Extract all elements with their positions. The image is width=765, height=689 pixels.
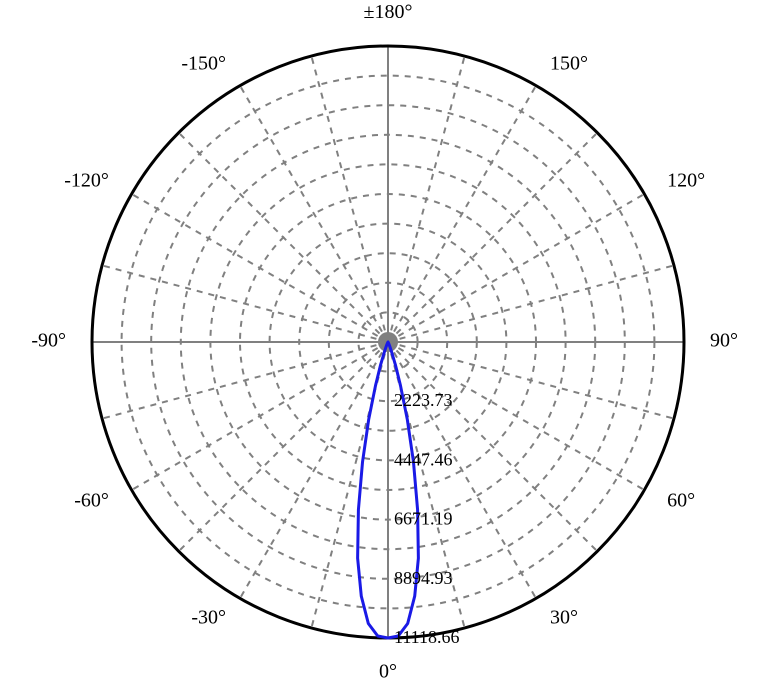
- angle-label: 150°: [550, 52, 588, 74]
- angle-label: -90°: [31, 330, 66, 352]
- radial-label: 6671.19: [394, 509, 453, 529]
- grid-spoke: [102, 342, 388, 419]
- grid-spoke: [102, 265, 388, 342]
- grid-spoke: [240, 86, 388, 342]
- grid-spoke: [240, 342, 388, 598]
- angle-label: -120°: [64, 170, 109, 192]
- angle-label: 0°: [379, 661, 397, 683]
- angle-label: -150°: [181, 52, 226, 74]
- angle-label: -60°: [74, 490, 109, 512]
- radial-label: 4447.46: [394, 449, 453, 469]
- radial-label: 2223.73: [394, 390, 453, 410]
- angle-label: ±180°: [364, 1, 413, 23]
- grid-spoke: [388, 342, 536, 598]
- angle-label: 30°: [550, 607, 578, 629]
- grid-spoke: [388, 194, 644, 342]
- grid-spoke: [132, 194, 388, 342]
- angle-label: 90°: [710, 330, 738, 352]
- angle-label: 60°: [667, 490, 695, 512]
- grid-spoke: [388, 265, 674, 342]
- grid-spoke: [388, 56, 465, 342]
- angle-label: 120°: [667, 170, 705, 192]
- angle-label: -30°: [191, 607, 226, 629]
- radial-label: 8894.93: [394, 568, 453, 588]
- grid-spoke: [132, 342, 388, 490]
- polar-chart: ±180° -150° 150° -120° 120° -90° 90° -60° 60° -30…: [0, 0, 765, 689]
- radial-label: 11118.66: [394, 627, 460, 647]
- grid-spoke: [388, 86, 536, 342]
- grid-spoke: [311, 56, 388, 342]
